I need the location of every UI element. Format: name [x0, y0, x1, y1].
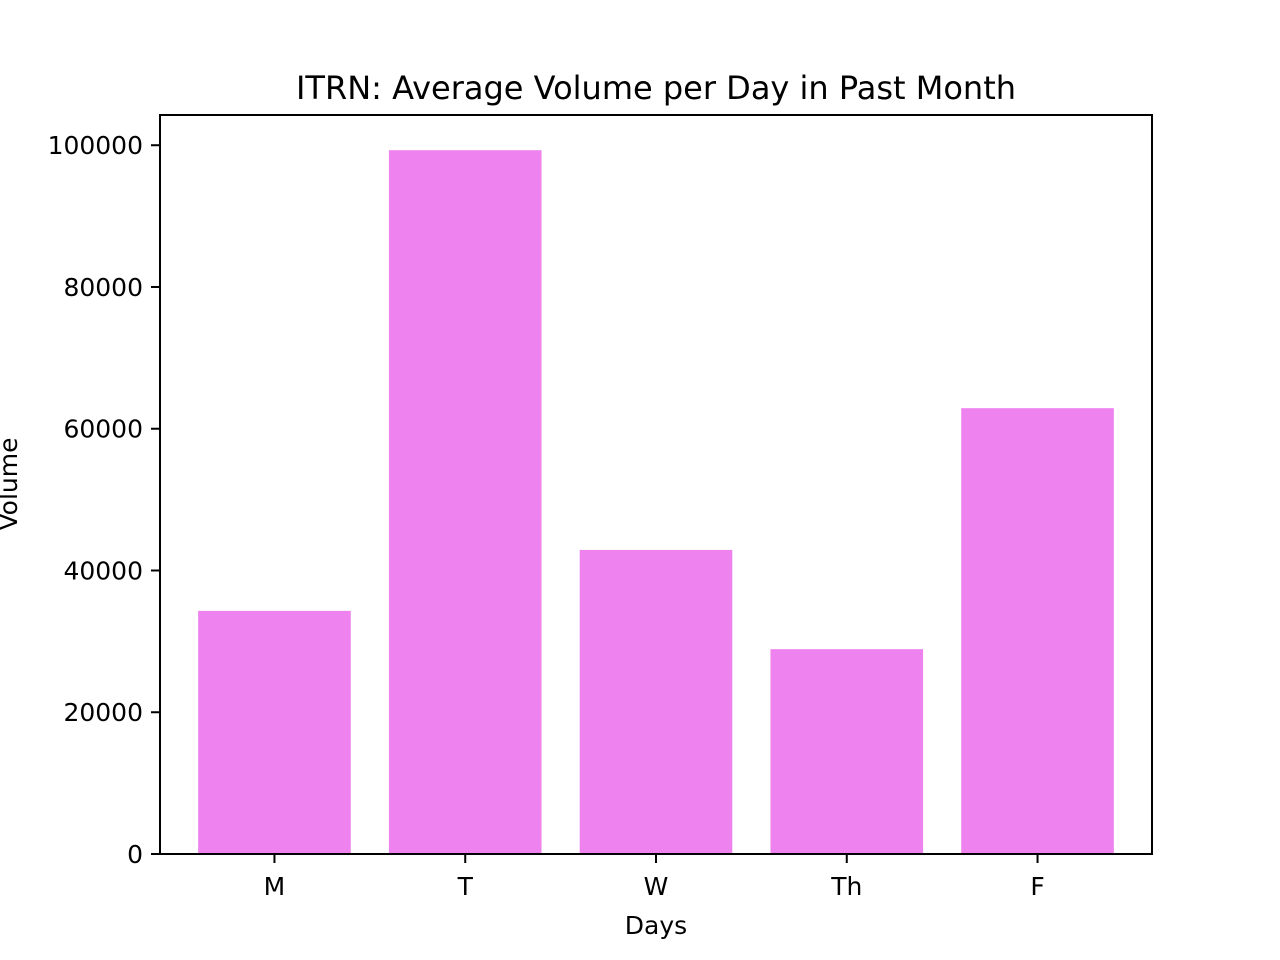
x-tick-label: T — [457, 872, 474, 901]
y-tick-label: 40000 — [63, 556, 143, 585]
bar-f — [961, 408, 1114, 854]
x-axis-label: Days — [625, 911, 687, 940]
y-tick-label: 0 — [127, 840, 143, 869]
bars-group — [198, 150, 1114, 854]
y-tick-label: 80000 — [63, 273, 143, 302]
bar-m — [198, 610, 351, 854]
bar-t — [388, 150, 542, 854]
y-axis-ticks: 0 20000 40000 60000 80000 100000 — [48, 131, 160, 869]
bar-w — [579, 549, 733, 854]
bar-th — [770, 649, 924, 854]
y-axis-label: Volume — [0, 438, 23, 531]
y-tick-label: 100000 — [48, 131, 143, 160]
x-tick-label: Th — [830, 872, 862, 901]
chart-title: ITRN: Average Volume per Day in Past Mon… — [296, 69, 1016, 107]
plot-area-frame — [159, 114, 1153, 855]
y-tick-label: 20000 — [63, 698, 143, 727]
x-tick-label: M — [264, 872, 286, 901]
x-tick-label: W — [644, 872, 669, 901]
x-axis-ticks: M T W Th F — [264, 854, 1045, 901]
y-tick-label: 60000 — [63, 415, 143, 444]
x-tick-label: F — [1030, 872, 1044, 901]
